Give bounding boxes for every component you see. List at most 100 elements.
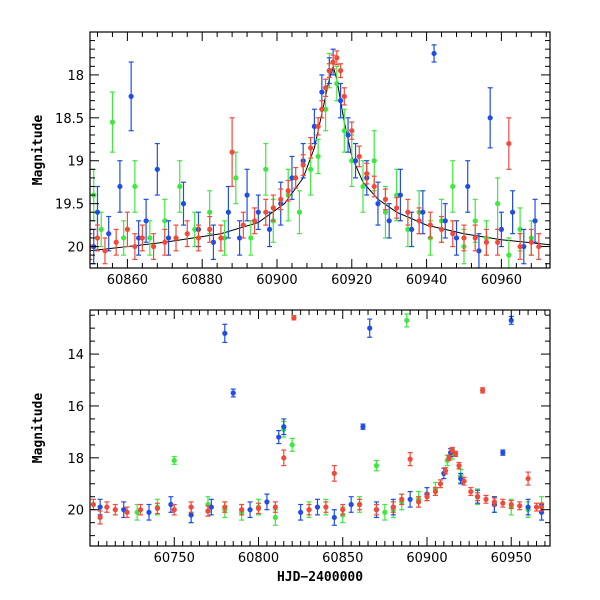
red-data-point bbox=[394, 205, 400, 211]
x-tick-label: 60850 bbox=[322, 551, 363, 566]
green-data-point bbox=[222, 235, 228, 241]
blue-data-point bbox=[409, 226, 415, 232]
red-data-point bbox=[207, 226, 213, 232]
red-data-point bbox=[293, 175, 299, 181]
blue-data-point bbox=[521, 243, 527, 250]
blue-data-point bbox=[106, 231, 112, 237]
x-axis-title: HJD−2400000 bbox=[277, 570, 363, 585]
red-data-point bbox=[331, 470, 337, 476]
red-data-point bbox=[340, 507, 346, 513]
y-tick-label: 20 bbox=[67, 241, 84, 256]
blue-data-point bbox=[143, 218, 149, 224]
red-data-point bbox=[222, 504, 228, 510]
x-tick-label: 60880 bbox=[182, 273, 223, 288]
blue-data-point bbox=[210, 239, 217, 245]
red-data-point bbox=[480, 387, 486, 393]
red-data-point bbox=[508, 501, 514, 508]
plot-frame bbox=[89, 31, 551, 269]
red-data-point bbox=[285, 188, 291, 194]
red-data-point bbox=[461, 478, 467, 484]
red-data-point bbox=[218, 235, 224, 241]
blue-data-point bbox=[420, 209, 426, 215]
red-data-point bbox=[450, 231, 456, 237]
red-data-point bbox=[538, 504, 545, 510]
x-tick-label: 60900 bbox=[406, 551, 447, 566]
blue-data-point bbox=[525, 504, 531, 510]
green-data-point bbox=[308, 166, 314, 172]
blue-data-point bbox=[352, 158, 359, 164]
y-tick-label: 18 bbox=[67, 69, 84, 84]
blue-data-point bbox=[508, 317, 514, 323]
x-tick-label: 60960 bbox=[481, 273, 522, 288]
blue-data-point bbox=[266, 226, 273, 232]
red-data-point bbox=[184, 231, 190, 237]
red-data-point bbox=[154, 505, 160, 511]
red-data-point bbox=[364, 171, 370, 177]
red-data-point bbox=[315, 123, 321, 129]
red-data-point bbox=[536, 243, 542, 250]
red-data-point bbox=[281, 455, 287, 461]
red-data-point bbox=[500, 500, 506, 506]
red-data-point bbox=[150, 243, 157, 250]
plot-area bbox=[90, 44, 550, 268]
green-data-point bbox=[263, 166, 269, 172]
red-data-point bbox=[456, 463, 462, 469]
red-data-point bbox=[112, 507, 118, 513]
red-data-point bbox=[229, 149, 235, 155]
red-data-point bbox=[195, 235, 202, 241]
plot-area bbox=[90, 313, 545, 526]
green-data-point bbox=[248, 235, 254, 241]
red-data-point bbox=[356, 153, 362, 160]
red-data-point bbox=[427, 222, 433, 228]
series-blue bbox=[91, 44, 538, 268]
blue-data-point bbox=[128, 93, 134, 99]
green-data-point bbox=[147, 235, 153, 241]
red-data-point bbox=[90, 501, 96, 508]
red-data-point bbox=[323, 85, 329, 91]
green-data-point bbox=[394, 192, 400, 198]
blue-data-point bbox=[230, 390, 236, 396]
red-data-point bbox=[124, 509, 130, 515]
red-data-point bbox=[102, 248, 108, 254]
red-data-point bbox=[432, 488, 439, 495]
blue-data-point bbox=[136, 235, 142, 241]
red-data-point bbox=[415, 499, 422, 505]
y-axis-title: Magnitude bbox=[31, 115, 46, 186]
red-data-point bbox=[162, 239, 168, 245]
green-data-point bbox=[289, 442, 295, 448]
model-curve-line bbox=[90, 64, 550, 252]
red-data-point bbox=[517, 243, 523, 250]
green-data-point bbox=[334, 80, 340, 87]
red-data-point bbox=[453, 451, 459, 457]
green-data-point bbox=[341, 128, 347, 134]
red-data-point bbox=[407, 456, 413, 462]
red-data-point bbox=[263, 209, 269, 215]
red-data-point bbox=[255, 505, 262, 511]
red-data-point bbox=[104, 504, 110, 510]
red-data-point bbox=[239, 507, 245, 513]
bottom-panel-light-curve: 60750 60800 60850 60900 60950 14 16 18 20 Magnitu… bbox=[31, 309, 551, 585]
y-tick-label: 20 bbox=[67, 504, 84, 519]
top-panel-light-curve: 60860 60880 60900 60920 60940 60960 18 18.5 19 19… bbox=[31, 31, 551, 288]
green-data-point bbox=[177, 183, 183, 190]
green-data-point bbox=[233, 175, 239, 181]
blue-data-point bbox=[500, 450, 506, 456]
green-data-point bbox=[404, 317, 410, 323]
blue-data-point bbox=[247, 507, 253, 513]
red-data-point bbox=[205, 508, 211, 514]
blue-data-point bbox=[281, 424, 287, 430]
red-data-point bbox=[424, 494, 430, 500]
red-data-point bbox=[390, 504, 396, 510]
red-data-point bbox=[124, 226, 130, 232]
green-data-point bbox=[495, 201, 501, 207]
blue-data-point bbox=[348, 501, 354, 508]
red-data-point bbox=[472, 235, 478, 241]
blue-data-point bbox=[319, 89, 325, 95]
x-tick-label: 60750 bbox=[154, 551, 195, 566]
red-data-point bbox=[139, 235, 145, 241]
red-data-point bbox=[506, 140, 512, 147]
red-data-point bbox=[240, 222, 246, 228]
blue-data-point bbox=[168, 501, 174, 508]
blue-data-point bbox=[465, 183, 471, 190]
